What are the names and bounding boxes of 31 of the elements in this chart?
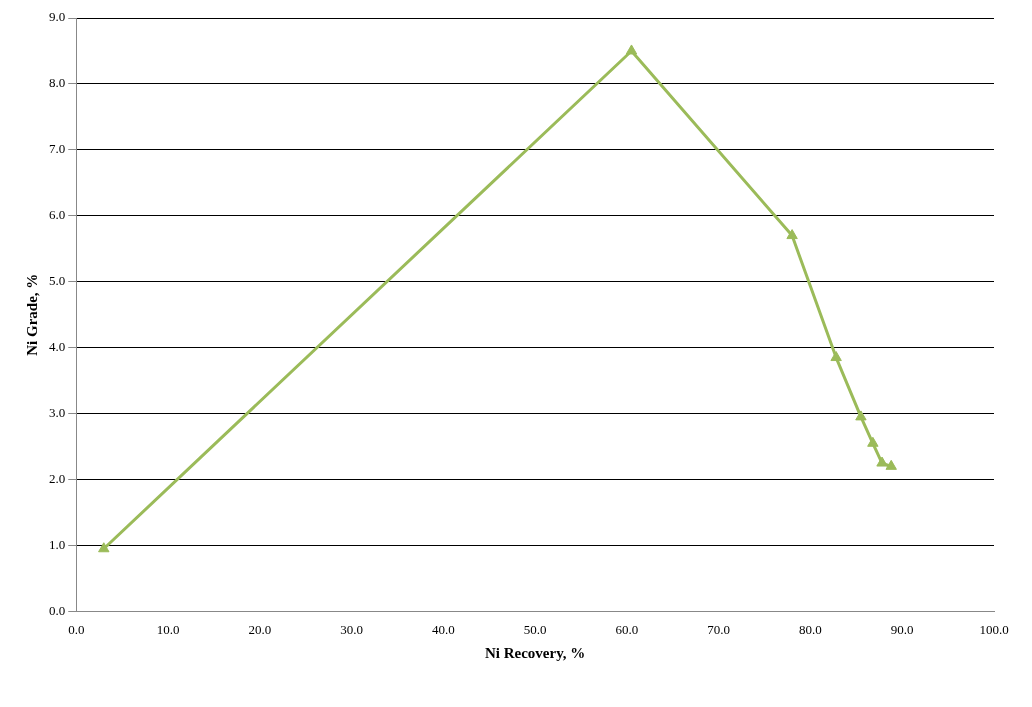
- y-tick-label: 1.0: [49, 536, 66, 552]
- y-axis-title: Ni Grade, %: [23, 273, 40, 356]
- x-tick-label: 10.0: [156, 621, 180, 637]
- y-tick-label: 7.0: [49, 141, 66, 157]
- x-tick-label: 80.0: [799, 621, 822, 637]
- y-tick-label: 4.0: [49, 339, 66, 355]
- y-tick-label: 0.0: [49, 602, 66, 618]
- point: [876, 456, 888, 467]
- point: [855, 410, 867, 421]
- x-tick-label: 60.0: [615, 621, 639, 637]
- x-axis-title: Ni Recovery, %: [484, 644, 586, 661]
- y-tick-label: 9.0: [49, 9, 66, 25]
- x-tick-label: 40.0: [431, 621, 455, 637]
- x-tick-label: 100.0: [979, 621, 1009, 637]
- point: [98, 542, 110, 553]
- point: [625, 44, 638, 55]
- point: [830, 351, 842, 362]
- x-tick-label: 0.0: [68, 621, 85, 637]
- y-tick-label: 8.0: [49, 75, 66, 91]
- x-tick-label: 20.0: [248, 621, 272, 637]
- point: [885, 459, 897, 470]
- x-tick-label: 50.0: [523, 621, 547, 637]
- y-tick-label: 5.0: [49, 273, 66, 289]
- y-tick-label: 6.0: [49, 207, 66, 223]
- x-tick-label: 70.0: [707, 621, 731, 637]
- x-tick-label: 90.0: [890, 621, 914, 637]
- y-tick-label: 3.0: [49, 405, 66, 421]
- y-tick-label: 2.0: [49, 470, 66, 486]
- point: [867, 436, 879, 447]
- x-tick-label: 30.0: [340, 621, 363, 637]
- point: [786, 229, 798, 240]
